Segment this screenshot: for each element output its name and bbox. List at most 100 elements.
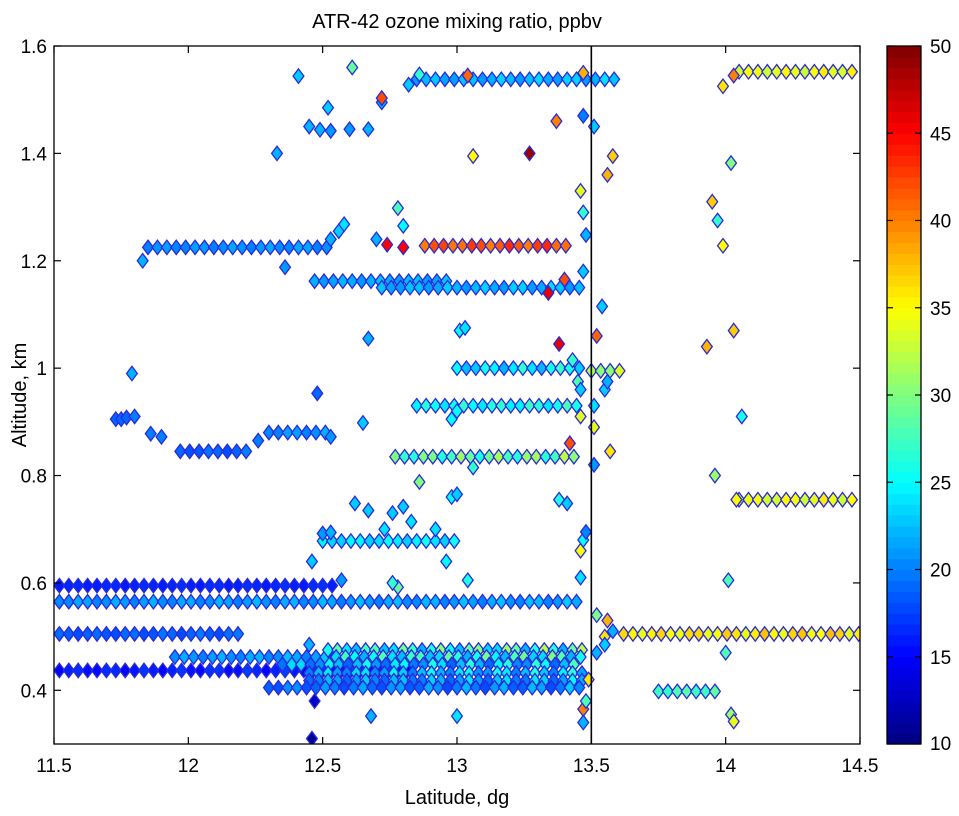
- data-point: [551, 397, 564, 415]
- data-point: [168, 648, 182, 666]
- data-point: [450, 486, 464, 503]
- data-point: [523, 145, 536, 162]
- data-point: [355, 272, 368, 290]
- data-point: [128, 625, 141, 643]
- data-point: [719, 644, 732, 662]
- data-point: [303, 118, 316, 135]
- data-point: [419, 593, 433, 610]
- data-point: [356, 679, 370, 696]
- data-point: [478, 679, 492, 696]
- data-point: [730, 491, 743, 508]
- data-point: [626, 625, 640, 643]
- colorbar-segment: [887, 711, 921, 723]
- data-point: [235, 239, 249, 256]
- data-point: [488, 359, 501, 377]
- data-point: [147, 593, 160, 610]
- data-point: [300, 679, 313, 696]
- data-point: [577, 714, 590, 731]
- data-point: [234, 648, 247, 666]
- data-point: [384, 679, 398, 696]
- data-point: [590, 606, 603, 624]
- data-point: [488, 279, 501, 296]
- data-point: [560, 397, 574, 415]
- data-point: [239, 443, 253, 460]
- data-point: [513, 71, 527, 88]
- data-point: [230, 443, 243, 460]
- data-point: [466, 397, 480, 415]
- data-point: [194, 625, 207, 643]
- data-point: [137, 593, 151, 610]
- data-point: [551, 71, 564, 88]
- data-point: [563, 679, 577, 696]
- data-point: [245, 239, 258, 256]
- data-point: [156, 577, 170, 594]
- data-point: [836, 63, 849, 81]
- data-point: [484, 237, 497, 255]
- colorbar-segment: [887, 264, 921, 276]
- data-point: [325, 577, 339, 594]
- data-point: [558, 271, 571, 288]
- data-point: [364, 707, 378, 725]
- data-point: [213, 593, 226, 610]
- colorbar-segment: [887, 351, 921, 363]
- data-point: [438, 532, 452, 550]
- data-point: [363, 532, 376, 550]
- data-point: [372, 593, 386, 610]
- data-point: [54, 625, 66, 643]
- data-point: [485, 71, 499, 88]
- data-point: [700, 338, 714, 355]
- data-point: [156, 625, 170, 643]
- data-point: [664, 625, 677, 643]
- data-point: [606, 147, 620, 165]
- data-point: [573, 279, 586, 296]
- data-point: [262, 679, 276, 696]
- data-point: [542, 284, 555, 302]
- data-point: [319, 424, 332, 441]
- data-point: [429, 520, 442, 538]
- data-point: [410, 593, 423, 610]
- colorbar-segment: [887, 613, 921, 625]
- data-point: [316, 593, 329, 610]
- data-point: [156, 593, 170, 610]
- data-point: [324, 428, 337, 446]
- data-point: [402, 76, 415, 93]
- data-point: [81, 625, 94, 643]
- data-point: [523, 71, 536, 88]
- data-point: [798, 491, 812, 508]
- data-point: [118, 577, 132, 594]
- colorbar-segment: [887, 460, 921, 472]
- data-point: [222, 662, 235, 679]
- data-point: [410, 397, 423, 415]
- data-point: [507, 279, 520, 296]
- data-point: [294, 656, 308, 673]
- data-point: [71, 625, 85, 643]
- data-point: [566, 351, 579, 369]
- data-point: [276, 656, 289, 673]
- data-point: [483, 448, 496, 466]
- data-point: [231, 577, 245, 594]
- y-tick-label: 0.6: [21, 574, 47, 595]
- data-point: [798, 63, 812, 81]
- data-point: [183, 443, 196, 460]
- data-point: [574, 542, 587, 559]
- data-point: [548, 448, 562, 466]
- data-point: [305, 730, 319, 744]
- data-point: [607, 71, 621, 88]
- data-point: [305, 553, 319, 570]
- y-axis-ticks: 0.4 0.6 0.8 1 1.2 1.4 1.6: [21, 37, 860, 702]
- data-point: [521, 237, 535, 255]
- data-point: [226, 239, 239, 256]
- data-point: [542, 593, 555, 610]
- data-point: [217, 239, 230, 256]
- data-point: [579, 523, 593, 541]
- data-point: [613, 362, 626, 380]
- data-point: [559, 237, 573, 255]
- data-point: [141, 239, 155, 256]
- data-point: [789, 63, 802, 81]
- data-point: [386, 574, 399, 592]
- data-point: [495, 397, 508, 415]
- data-point: [309, 424, 323, 441]
- data-point: [262, 424, 276, 441]
- data-point: [573, 679, 586, 696]
